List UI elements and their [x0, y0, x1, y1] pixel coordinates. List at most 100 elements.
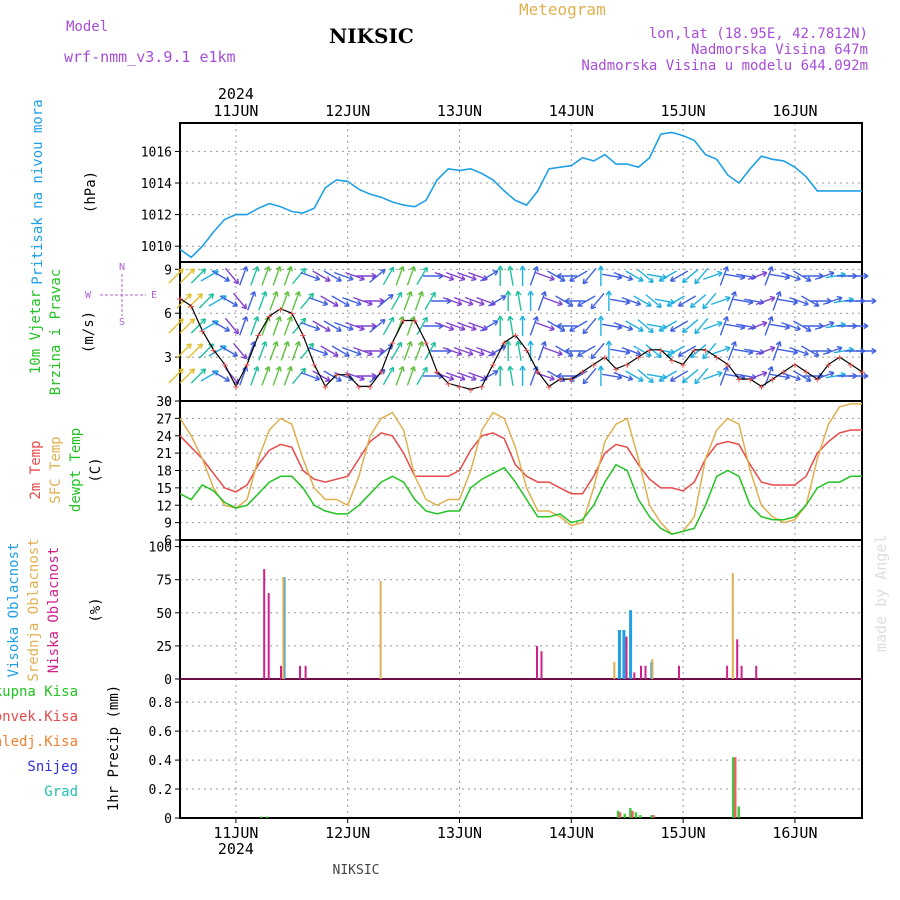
- wind-gust-mark: +: [780, 366, 787, 379]
- wind-arrow-head: [482, 278, 488, 282]
- wind-arrow-head: [286, 316, 292, 321]
- wind-arrow-head: [536, 316, 539, 322]
- wind-arrow: [637, 369, 654, 383]
- wind-arrow-head: [334, 351, 339, 357]
- precip-bar: [639, 815, 642, 818]
- wind-arrow-head: [242, 266, 247, 271]
- wind-arrow: [529, 366, 538, 386]
- wind-arrow-head: [359, 378, 365, 382]
- wind-arrow-head: [658, 352, 662, 358]
- sfc-temp-legend: SFC Temp: [48, 436, 64, 503]
- wind-arrow: [658, 320, 677, 332]
- wind-arrow: [814, 321, 835, 331]
- wind-arrow-head: [658, 302, 662, 308]
- wind-gust-mark: +: [423, 336, 430, 349]
- model-label: Model: [66, 19, 109, 35]
- cloud-bar: [622, 630, 626, 679]
- mid-cloud-legend: Srednja Oblacnost: [26, 538, 42, 681]
- wind-arrow: [769, 323, 790, 329]
- wind-arrow: [555, 345, 574, 357]
- wind-arrow: [345, 321, 365, 331]
- wind-arrow-head: [192, 318, 195, 324]
- wind-arrow: [453, 346, 474, 356]
- wind-arrow-head: [494, 320, 499, 326]
- wind-title-2: Brzina i Pravac: [48, 269, 64, 395]
- wind-arrow-head: [200, 343, 203, 349]
- wind-arrow-head: [582, 281, 589, 285]
- wind-arrow: [224, 317, 239, 335]
- wind-arrow-head: [564, 297, 570, 302]
- wind-gust-mark: +: [344, 369, 351, 382]
- wind-arrow-head: [322, 353, 328, 357]
- wind-arrow-head: [200, 293, 203, 299]
- y-tick-label: 0: [164, 673, 172, 688]
- cloud-bar: [617, 630, 621, 679]
- wind-gust-mark: +: [400, 315, 407, 328]
- wind-arrow-head: [422, 266, 428, 271]
- y-tick-label: 1012: [141, 209, 172, 224]
- wind-arrow-head: [279, 316, 282, 322]
- wind-arrow-head: [402, 366, 405, 372]
- y-tick-label: 6: [164, 534, 172, 549]
- wind-arrow-head: [242, 316, 247, 321]
- model-name: wrf-nmm_v3.9.1 e1km: [64, 48, 236, 66]
- wind-arrow: [577, 345, 596, 357]
- wind-gust-mark: +: [758, 380, 765, 393]
- wind-arrow-head: [530, 340, 534, 346]
- wind-arrow-head: [480, 350, 485, 355]
- wind-arrow-head: [836, 345, 843, 349]
- wind-arrow: [457, 271, 477, 281]
- wind-arrow-head: [244, 303, 247, 309]
- wind-arrow-head: [694, 281, 701, 285]
- wind-arrow-head: [382, 369, 386, 375]
- wind-arrow: [269, 291, 278, 311]
- wind-arrow-head: [515, 290, 519, 297]
- wind-arrow-head: [300, 367, 306, 371]
- wind-arrow: [334, 271, 354, 281]
- wind-arrow: [219, 345, 238, 357]
- wind-arrow: [312, 270, 331, 282]
- wind-arrow-head: [863, 322, 869, 327]
- wind-arrow-head: [359, 278, 365, 282]
- x-tick-label-top: 15JUN: [661, 102, 706, 120]
- wind-arrow-head: [286, 266, 292, 271]
- y-tick-label: 1016: [141, 145, 172, 160]
- wind-arrow: [670, 270, 689, 282]
- wind-gust-mark: +: [389, 336, 396, 349]
- wind-arrow: [670, 320, 689, 332]
- wind-arrow-head: [276, 291, 279, 297]
- wind-arrow-head: [840, 371, 846, 375]
- wind-arrow-head: [730, 341, 736, 346]
- precip-bar: [634, 812, 638, 818]
- wind-arrow-head: [561, 276, 566, 282]
- x-tick-label-top: 12JUN: [325, 102, 370, 120]
- wind-arrow: [247, 341, 256, 361]
- wind-arrow-head: [371, 372, 377, 377]
- wind-arrow-head: [863, 272, 869, 277]
- wind-arrow-head: [197, 293, 203, 296]
- cloud-bar: [731, 573, 734, 679]
- wind-arrow-head: [456, 353, 462, 357]
- wind-arrow-head: [522, 365, 526, 371]
- wind-arrow: [747, 321, 768, 331]
- wind-arrow-head: [656, 355, 662, 359]
- wind-arrow: [678, 345, 697, 357]
- wind-arrow-head: [871, 297, 877, 302]
- wind-arrow: [678, 295, 697, 307]
- wind-arrow-head: [349, 325, 354, 330]
- low-cloud-legend: Niska Oblacnost: [46, 547, 62, 673]
- wind-arrow-head: [582, 331, 589, 335]
- wind-arrow: [190, 318, 206, 334]
- wind-arrow: [250, 366, 259, 386]
- wind-arrow-head: [536, 266, 539, 272]
- wind-arrow-head: [726, 366, 729, 372]
- wind-arrow-head: [840, 271, 846, 275]
- wind-arrow: [625, 270, 644, 282]
- wind-arrow-head: [509, 265, 514, 271]
- wind-arrow-head: [448, 378, 454, 382]
- wind-arrow: [453, 296, 474, 306]
- precip-bar: [650, 815, 653, 818]
- wind-arrow-head: [650, 277, 654, 283]
- wind-arrow-head: [298, 291, 301, 297]
- y-tick-label: 100: [149, 541, 172, 556]
